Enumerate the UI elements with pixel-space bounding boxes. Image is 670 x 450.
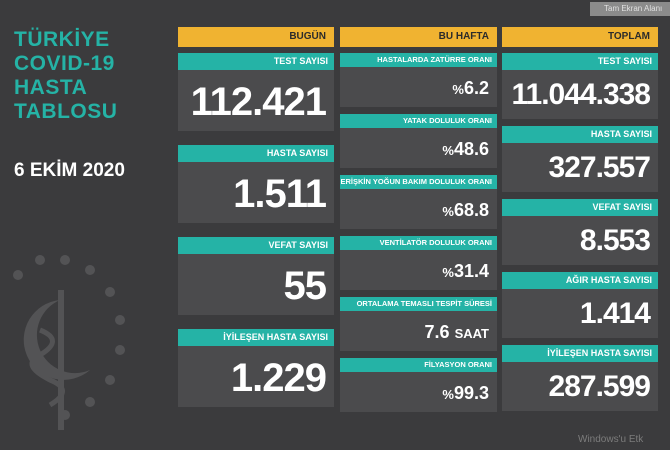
total-deaths-card: VEFAT SAYISI 8.553: [502, 199, 658, 265]
card-value: %31.4: [340, 250, 497, 290]
percent-sign: %: [442, 204, 454, 219]
time-unit: SAAT: [454, 326, 489, 341]
card-value: 8.553: [502, 216, 658, 265]
today-recovered-card: İYİLEŞEN HASTA SAYISI 1.229: [178, 329, 334, 407]
card-value: 7.6 SAAT: [340, 311, 497, 351]
card-label: VENTİLATÖR DOLULUK ORANI: [340, 236, 497, 250]
week-header: BU HAFTA: [340, 27, 497, 47]
card-value: 112.421: [178, 70, 334, 131]
card-value: %99.3: [340, 372, 497, 412]
percent-sign: %: [442, 387, 454, 402]
title-line: HASTA: [14, 76, 88, 99]
card-label: TEST SAYISI: [178, 53, 334, 70]
week-pneumonia-card: HASTALARDA ZATÜRRE ORANI %6.2: [340, 53, 497, 107]
percent-value: 68.8: [453, 200, 489, 220]
today-deaths-card: VEFAT SAYISI 55: [178, 237, 334, 315]
ministry-emblem-watermark: [13, 255, 125, 430]
week-icu-occupancy-card: ERİŞKİN YOĞUN BAKIM DOLULUK ORANI %68.8: [340, 175, 497, 229]
title-line: COVID-19: [14, 52, 115, 75]
card-label: HASTALARDA ZATÜRRE ORANI: [340, 53, 497, 67]
week-column-header: BU HAFTA: [340, 27, 497, 47]
percent-sign: %: [442, 265, 454, 280]
today-header: BUGÜN: [178, 27, 334, 47]
report-date: 6 EKİM 2020: [14, 160, 125, 181]
total-recovered-card: İYİLEŞEN HASTA SAYISI 287.599: [502, 345, 658, 411]
card-label: VEFAT SAYISI: [178, 237, 334, 254]
week-ventilator-card: VENTİLATÖR DOLULUK ORANI %31.4: [340, 236, 497, 290]
card-label: AĞIR HASTA SAYISI: [502, 272, 658, 289]
title-line: TÜRKİYE: [14, 28, 110, 51]
dashboard-title: TÜRKİYE COVID-19 HASTA TABLOSU: [14, 28, 117, 124]
card-value: 1.229: [178, 346, 334, 407]
week-contact-time-card: ORTALAMA TEMASLI TESPİT SÜRESİ 7.6 SAAT: [340, 297, 497, 351]
card-label: İYİLEŞEN HASTA SAYISI: [178, 329, 334, 346]
card-label: HASTA SAYISI: [502, 126, 658, 143]
total-cases-card: HASTA SAYISI 327.557: [502, 126, 658, 192]
percent-sign: %: [452, 82, 464, 97]
card-value: %6.2: [340, 67, 497, 107]
title-line: TABLOSU: [14, 100, 118, 123]
week-bed-occupancy-card: YATAK DOLULUK ORANI %48.6: [340, 114, 497, 168]
card-label: İYİLEŞEN HASTA SAYISI: [502, 345, 658, 362]
total-test-card: TEST SAYISI 11.044.338: [502, 53, 658, 119]
card-value: 55: [178, 254, 334, 315]
total-critical-card: AĞIR HASTA SAYISI 1.414: [502, 272, 658, 338]
fullscreen-area-label[interactable]: Tam Ekran Alanı: [590, 2, 670, 16]
today-column-header: BUGÜN: [178, 27, 334, 47]
percent-sign: %: [442, 143, 454, 158]
card-label: ORTALAMA TEMASLI TESPİT SÜRESİ: [340, 297, 497, 311]
card-value: 287.599: [502, 362, 658, 411]
card-value: %48.6: [340, 128, 497, 168]
windows-activation-watermark: Windows'u Etk: [578, 434, 644, 445]
card-label: TEST SAYISI: [502, 53, 658, 70]
percent-value: 31.4: [453, 261, 489, 281]
percent-value: 6.2: [463, 78, 489, 98]
card-label: ERİŞKİN YOĞUN BAKIM DOLULUK ORANI: [340, 175, 497, 189]
card-value: 1.414: [502, 289, 658, 338]
total-column-header: TOPLAM: [502, 27, 658, 47]
card-label: FİLYASYON ORANI: [340, 358, 497, 372]
card-value: 327.557: [502, 143, 658, 192]
time-value: 7.6: [424, 322, 450, 342]
today-test-card: TEST SAYISI 112.421: [178, 53, 334, 131]
card-value: 11.044.338: [502, 70, 658, 119]
percent-value: 48.6: [453, 139, 489, 159]
week-filiation-card: FİLYASYON ORANI %99.3: [340, 358, 497, 412]
card-value: %68.8: [340, 189, 497, 229]
card-label: VEFAT SAYISI: [502, 199, 658, 216]
total-header: TOPLAM: [502, 27, 658, 47]
card-value: 1.511: [178, 162, 334, 223]
card-label: HASTA SAYISI: [178, 145, 334, 162]
today-cases-card: HASTA SAYISI 1.511: [178, 145, 334, 223]
card-label: YATAK DOLULUK ORANI: [340, 114, 497, 128]
percent-value: 99.3: [453, 383, 489, 403]
